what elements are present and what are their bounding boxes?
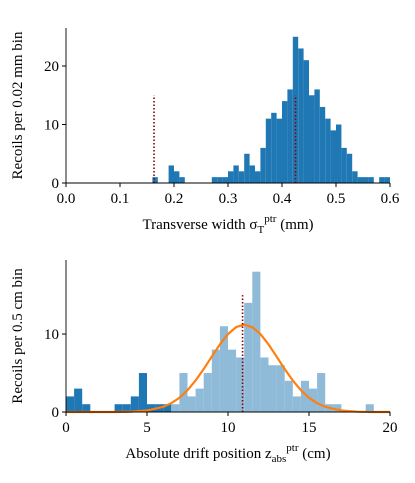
bar	[82, 404, 91, 412]
bar	[211, 177, 218, 183]
bar	[174, 171, 180, 183]
bar	[346, 153, 353, 183]
y-axis-label: Recoils per 0.02 mm bin	[10, 31, 26, 179]
bar	[284, 380, 293, 412]
x-axis-label: Transverse width σTptr (mm)	[142, 213, 313, 236]
bar	[268, 365, 277, 412]
bar	[319, 106, 326, 183]
bar	[300, 380, 309, 412]
bar	[357, 177, 363, 183]
bar	[249, 165, 255, 183]
bar	[325, 118, 331, 183]
bar	[368, 177, 374, 183]
x-tick-label: 0.3	[219, 191, 238, 207]
bar	[298, 48, 304, 184]
x-tick-label: 0.6	[381, 191, 400, 207]
x-tick-label: 0.4	[273, 191, 292, 207]
bar	[233, 165, 239, 183]
x-tick-label: 0.2	[165, 191, 184, 207]
bar	[276, 365, 285, 412]
bar	[287, 89, 293, 183]
y-tick-label: 0	[52, 405, 60, 421]
bar	[171, 404, 180, 412]
bar	[219, 326, 228, 412]
x-tick-label: 0.1	[111, 191, 130, 207]
bar	[203, 373, 212, 412]
bar	[384, 177, 390, 183]
bar	[163, 404, 172, 412]
bar	[244, 302, 253, 412]
bar	[179, 177, 185, 183]
bar	[238, 171, 245, 183]
x-tick-label: 10	[221, 420, 236, 436]
bar	[66, 396, 75, 412]
bar	[217, 177, 223, 183]
bar	[260, 357, 269, 412]
bar	[255, 171, 261, 183]
y-tick-label: 20	[44, 59, 59, 75]
bar	[379, 177, 385, 183]
bar	[309, 95, 315, 183]
bar	[365, 404, 374, 412]
bar	[352, 171, 358, 183]
bar	[122, 404, 131, 412]
y-axis-label: Recoils per 0.5 cm bin	[10, 268, 26, 404]
x-tick-label: 0	[62, 420, 70, 436]
bar	[222, 177, 228, 183]
bar	[211, 349, 220, 412]
bar	[130, 396, 139, 412]
y-tick-label: 0	[52, 176, 60, 192]
bar	[341, 147, 347, 183]
bar	[292, 36, 299, 183]
bar	[271, 112, 277, 183]
x-tick-label: 15	[302, 420, 317, 436]
x-tick-label: 0.0	[57, 191, 76, 207]
bar	[292, 396, 301, 412]
bar	[152, 177, 158, 183]
fit-curve	[66, 323, 390, 414]
bar	[228, 349, 237, 412]
bar	[138, 373, 147, 412]
bar	[336, 124, 342, 183]
bar	[168, 165, 174, 183]
bar	[195, 388, 204, 412]
bar	[265, 118, 272, 183]
bar	[363, 177, 369, 183]
bar	[252, 271, 261, 412]
bar	[314, 89, 320, 183]
bar	[114, 404, 123, 412]
bar	[333, 404, 342, 412]
x-axis-label: Absolute drift position zabsptr (cm)	[125, 442, 330, 465]
bar	[317, 373, 326, 412]
bar	[330, 130, 336, 183]
bar	[282, 101, 288, 183]
x-tick-label: 20	[383, 420, 398, 436]
bar	[260, 147, 266, 183]
bar	[303, 60, 309, 183]
bar	[74, 388, 83, 412]
bar	[228, 171, 234, 183]
x-tick-label: 5	[143, 420, 151, 436]
bar	[187, 396, 196, 412]
bar	[276, 118, 282, 183]
bar	[147, 404, 156, 412]
y-tick-label: 10	[44, 118, 59, 134]
x-tick-label: 0.5	[327, 191, 346, 207]
bar	[236, 357, 245, 412]
y-tick-label: 10	[44, 327, 59, 343]
bar	[244, 153, 250, 183]
